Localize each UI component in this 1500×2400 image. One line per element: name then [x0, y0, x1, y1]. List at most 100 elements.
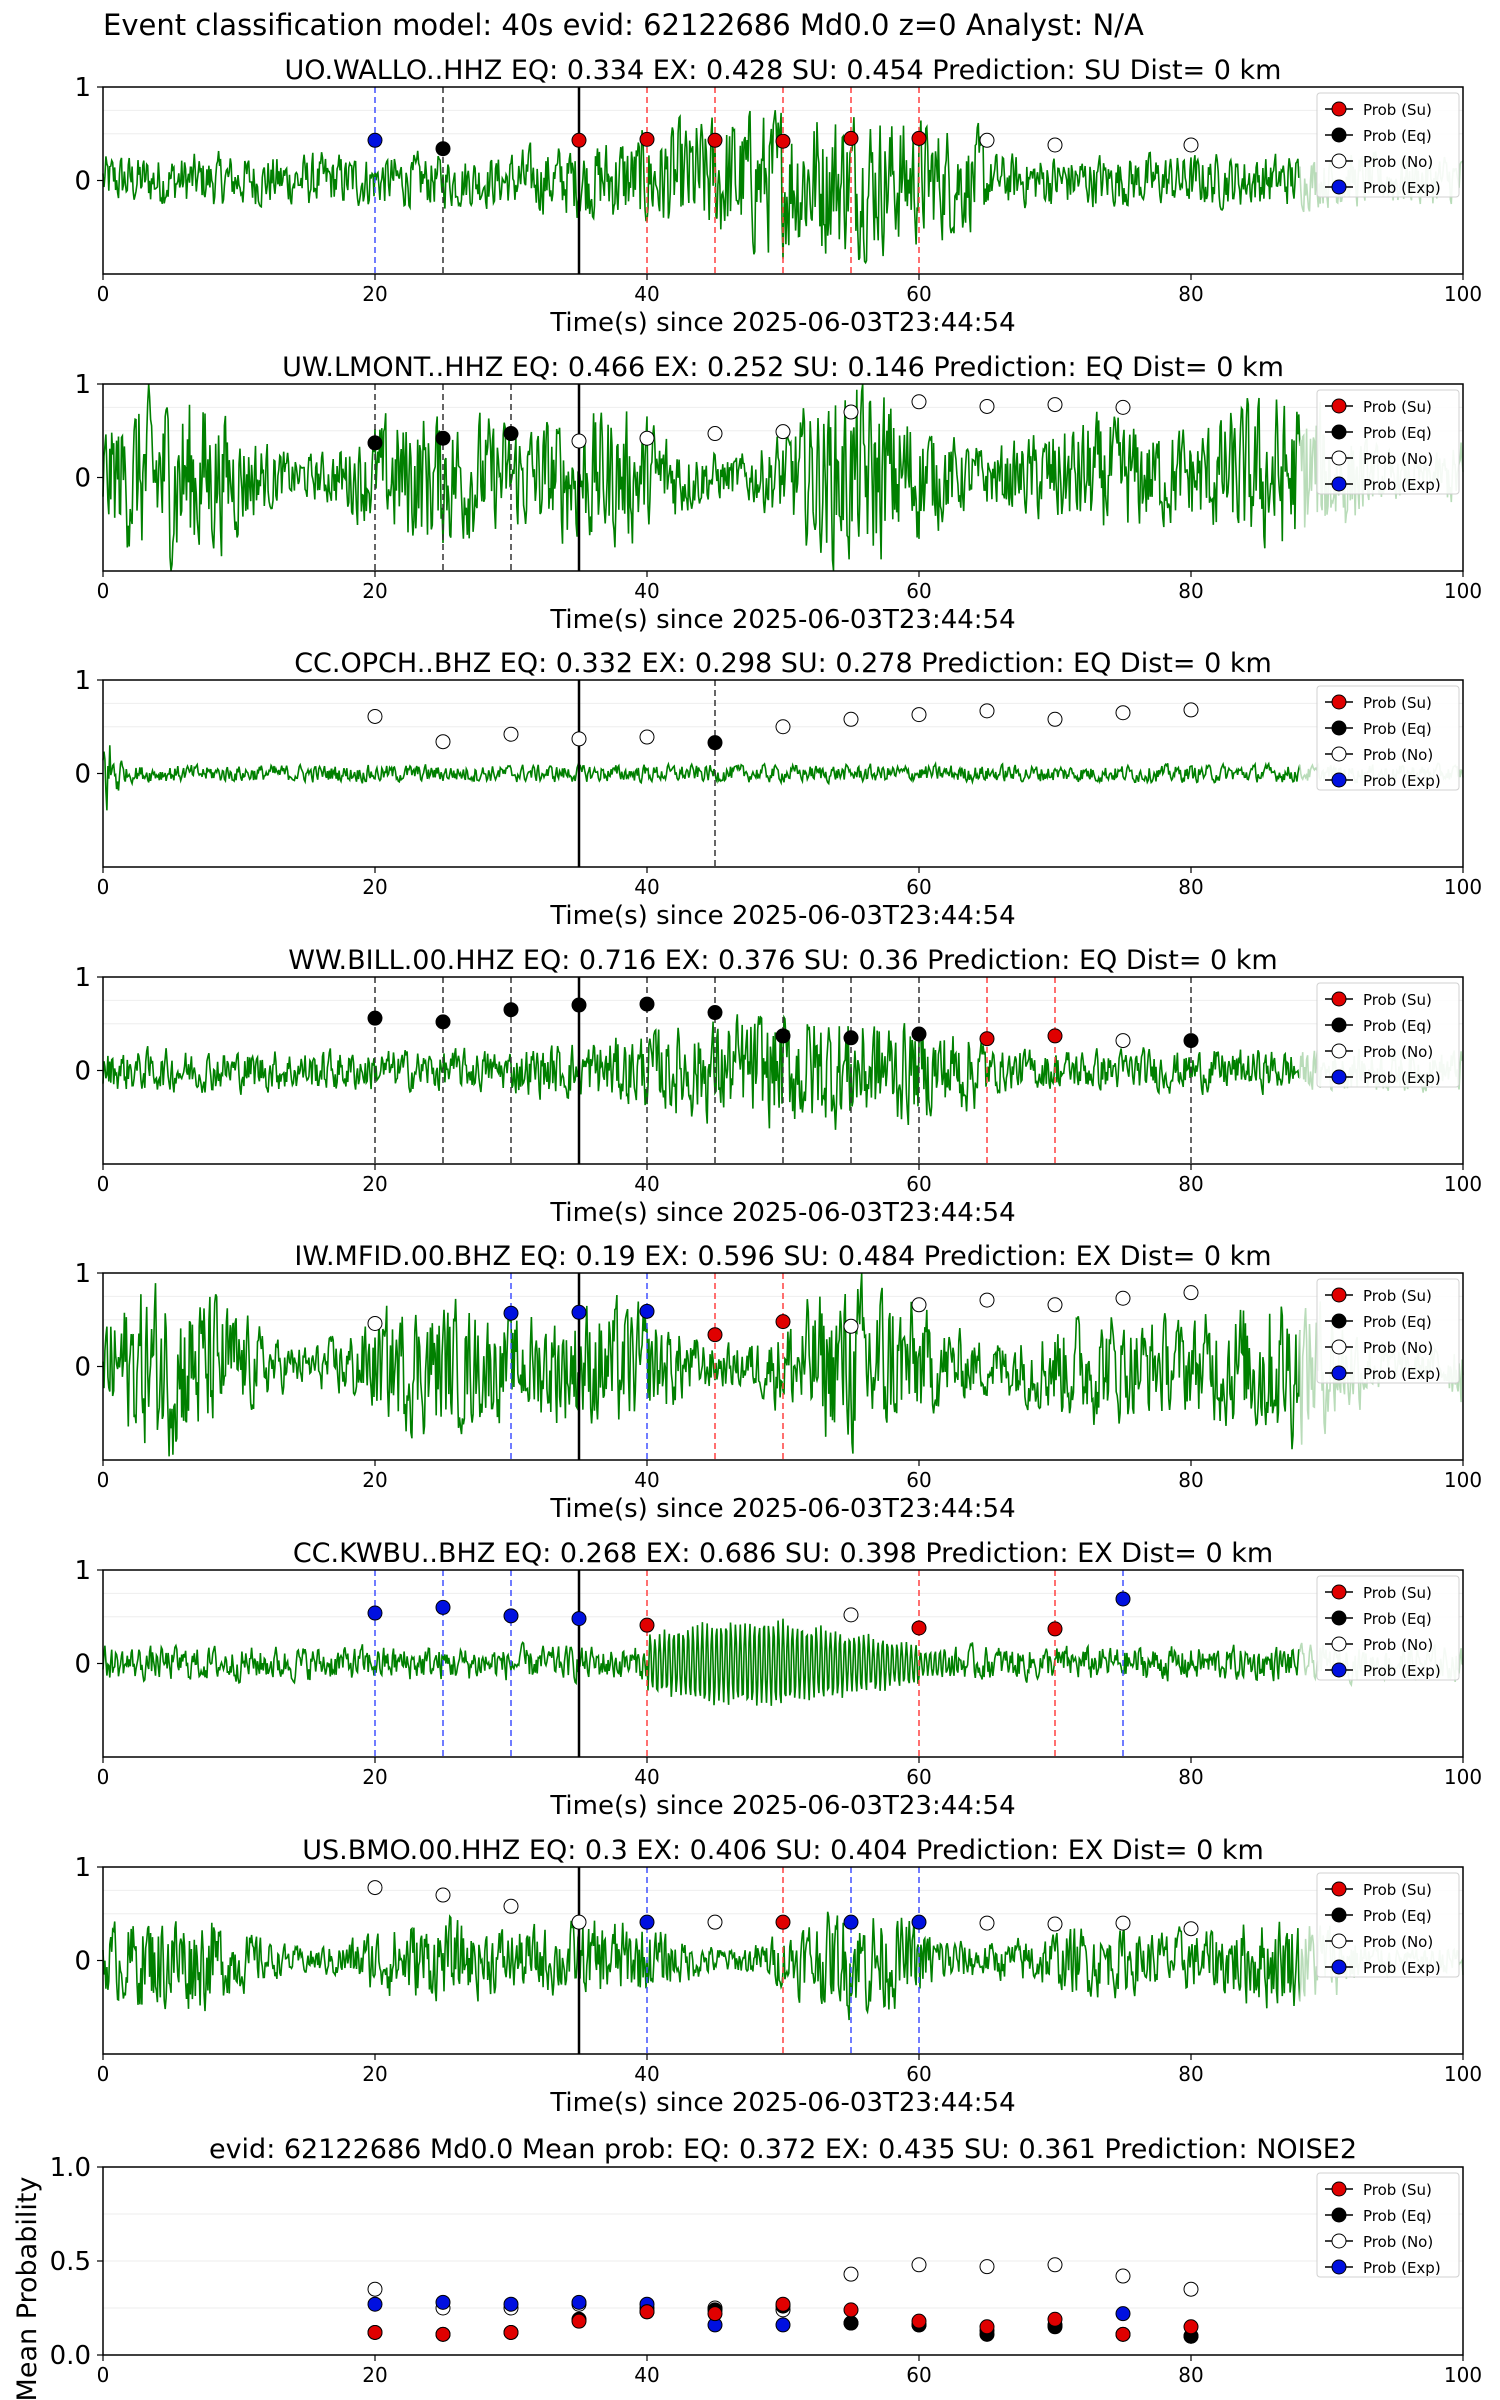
mean-prob-point-no [911, 2257, 927, 2273]
panel-title: WW.BILL.00.HHZ EQ: 0.716 EX: 0.376 SU: 0… [288, 945, 1277, 976]
x-tick-label: 60 [906, 2062, 931, 2086]
x-tick-label: 100 [1444, 282, 1482, 306]
legend-marker-eq [1331, 720, 1347, 736]
panel-title: evid: 62122686 Md0.0 Mean prob: EQ: 0.37… [209, 2134, 1357, 2165]
legend-label: Prob (Exp) [1363, 2259, 1441, 2277]
legend-marker-exp [1331, 2259, 1347, 2275]
x-tick-label: 60 [906, 1172, 931, 1196]
legend-marker-no [1331, 1043, 1347, 1059]
prob-point-no [843, 711, 859, 727]
waveform-trace [102, 1911, 1301, 2021]
mean-prob-point-su [1047, 2311, 1063, 2327]
x-tick-label: 100 [1444, 2363, 1482, 2387]
prob-point-exp [503, 1305, 519, 1321]
prob-point-su [843, 130, 859, 146]
x-tick-label: 80 [1178, 282, 1203, 306]
y-tick-label: 0 [74, 760, 91, 790]
legend: Prob (Su) Prob (Eq) Prob (No) Prob (Exp) [1316, 92, 1460, 198]
legend-box [1316, 1872, 1460, 1978]
x-tick-label: 0 [97, 1172, 110, 1196]
legend-label: Prob (Exp) [1363, 1365, 1441, 1383]
station-panel-6: CC.KWBU..BHZ EQ: 0.268 EX: 0.686 SU: 0.3… [74, 1538, 1482, 1821]
legend-marker-no [1331, 450, 1347, 466]
prob-point-eq [775, 1028, 791, 1044]
prob-point-no [435, 734, 451, 750]
mean-prob-point-no [843, 2266, 859, 2282]
y-tick-label: 0 [74, 464, 91, 494]
x-tick-label: 40 [634, 1468, 659, 1492]
mean-prob-point-exp [367, 2296, 383, 2312]
mean-prob-point-su [435, 2326, 451, 2342]
prob-point-exp [639, 1914, 655, 1930]
prob-point-no [979, 703, 995, 719]
x-tick-label: 40 [634, 875, 659, 899]
prob-point-su [979, 1031, 995, 1047]
legend-label: Prob (Exp) [1363, 1959, 1441, 1977]
prob-point-eq [707, 1005, 723, 1021]
x-tick-label: 80 [1178, 1172, 1203, 1196]
y-tick-label: 1 [74, 666, 91, 696]
legend-label: Prob (No) [1363, 1636, 1433, 1654]
legend-marker-exp [1331, 476, 1347, 492]
legend-marker-su [1331, 398, 1347, 414]
prob-point-exp [571, 1304, 587, 1320]
x-tick-label: 100 [1444, 1468, 1482, 1492]
prob-point-no [571, 433, 587, 449]
prob-point-no [843, 404, 859, 420]
legend: Prob (Su) Prob (Eq) Prob (No) Prob (Exp) [1316, 982, 1460, 1088]
figure-suptitle: Event classification model: 40s evid: 62… [103, 8, 1144, 42]
legend-label: Prob (No) [1363, 1043, 1433, 1061]
x-axis-label: Time(s) since 2025-06-03T23:44:54 [549, 2088, 1015, 2118]
mean-prob-point-no [1183, 2281, 1199, 2297]
mean-prob-point-su [571, 2313, 587, 2329]
x-tick-label: 80 [1178, 2062, 1203, 2086]
prob-point-eq [1183, 1033, 1199, 1049]
legend-marker-su [1331, 1584, 1347, 1600]
legend-marker-su [1331, 991, 1347, 1007]
legend-label: Prob (Su) [1363, 991, 1432, 1009]
legend-marker-eq [1331, 2207, 1347, 2223]
legend-label: Prob (Exp) [1363, 476, 1441, 494]
prob-point-exp [639, 1303, 655, 1319]
prob-point-exp [911, 1914, 927, 1930]
mean-prob-point-su [707, 2306, 723, 2322]
legend-marker-eq [1331, 424, 1347, 440]
prob-point-eq [367, 1010, 383, 1026]
legend-label: Prob (No) [1363, 746, 1433, 764]
x-tick-label: 20 [362, 2062, 387, 2086]
prob-point-eq [435, 141, 451, 157]
prob-point-exp [367, 132, 383, 148]
legend-label: Prob (Su) [1363, 694, 1432, 712]
waveform-trace [102, 1272, 1301, 1457]
panel-title: UO.WALLO..HHZ EQ: 0.334 EX: 0.428 SU: 0.… [285, 55, 1282, 86]
x-tick-label: 80 [1178, 875, 1203, 899]
x-axis-label: Time(s) since 2025-06-03T23:44:54 [549, 1791, 1015, 1821]
x-tick-label: 20 [362, 2363, 387, 2387]
y-tick-label: 1.0 [50, 2153, 91, 2183]
mean-prob-point-no [367, 2281, 383, 2297]
prob-point-no [1047, 1297, 1063, 1313]
panel-title: CC.OPCH..BHZ EQ: 0.332 EX: 0.298 SU: 0.2… [294, 648, 1272, 679]
prob-point-no [1183, 1285, 1199, 1301]
x-tick-label: 40 [634, 579, 659, 603]
mean-prob-point-exp [775, 2317, 791, 2333]
legend-marker-exp [1331, 179, 1347, 195]
y-tick-label: 0 [74, 1947, 91, 1977]
prob-point-eq [707, 735, 723, 751]
y-axis-label: Mean Probability [12, 2177, 43, 2400]
prob-point-su [571, 132, 587, 148]
station-panel-1: UO.WALLO..HHZ EQ: 0.334 EX: 0.428 SU: 0.… [74, 55, 1482, 338]
mean-prob-point-exp [571, 2294, 587, 2310]
station-panel-2: UW.LMONT..HHZ EQ: 0.466 EX: 0.252 SU: 0.… [74, 352, 1482, 635]
legend-marker-eq [1331, 1017, 1347, 1033]
x-axis-label: Time(s) since 2025-06-03T23:44:54 [549, 901, 1015, 931]
prob-point-no [911, 1297, 927, 1313]
prob-point-exp [435, 1599, 451, 1615]
panel-title: UW.LMONT..HHZ EQ: 0.466 EX: 0.252 SU: 0.… [282, 352, 1284, 383]
waveform-trace [102, 383, 1301, 572]
legend-marker-su [1331, 101, 1347, 117]
prob-point-no [979, 398, 995, 414]
legend-label: Prob (No) [1363, 450, 1433, 468]
legend-label: Prob (Eq) [1363, 2207, 1432, 2225]
legend-label: Prob (Eq) [1363, 1907, 1432, 1925]
